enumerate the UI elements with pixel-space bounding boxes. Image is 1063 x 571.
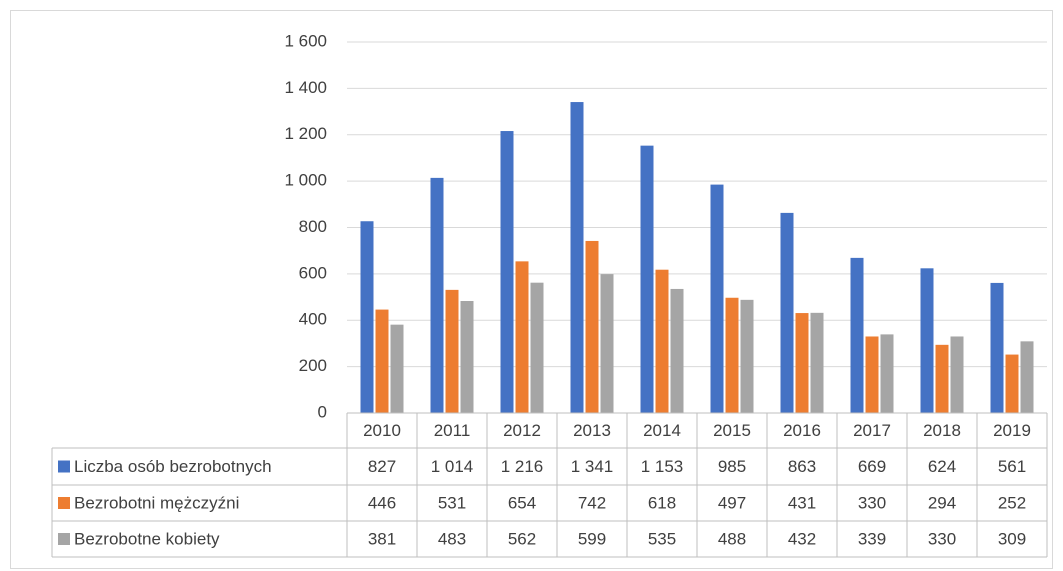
- table-cell: 863: [788, 457, 816, 476]
- y-tick-label: 800: [299, 217, 327, 236]
- bar: [445, 289, 459, 413]
- table-cell: 624: [928, 457, 956, 476]
- bar: [375, 309, 389, 413]
- bar: [935, 344, 949, 413]
- bar: [570, 102, 584, 413]
- table-cell: 742: [578, 493, 606, 512]
- bar: [740, 299, 754, 413]
- bar: [710, 184, 724, 413]
- table-cell: 446: [368, 493, 396, 512]
- y-tick-label: 0: [318, 402, 327, 421]
- table-cell: 1 153: [641, 457, 684, 476]
- bar: [430, 177, 444, 413]
- x-tick-label: 2015: [713, 421, 751, 440]
- bar: [360, 221, 374, 413]
- bar: [515, 261, 529, 413]
- x-tick-label: 2013: [573, 421, 611, 440]
- y-tick-label: 1 200: [284, 124, 327, 143]
- table-cell: 1 341: [571, 457, 614, 476]
- bar: [1020, 341, 1034, 413]
- bar: [990, 282, 1004, 413]
- bar: [655, 269, 669, 413]
- bar: [390, 324, 404, 413]
- x-tick-label: 2016: [783, 421, 821, 440]
- bar: [530, 282, 544, 413]
- table-cell: 561: [998, 457, 1026, 476]
- x-tick-label: 2011: [434, 421, 471, 440]
- table-cell: 339: [858, 529, 886, 548]
- legend-key: [58, 497, 70, 509]
- bar: [460, 301, 474, 413]
- table-cell: 330: [858, 493, 886, 512]
- x-tick-label: 2010: [363, 421, 401, 440]
- y-tick-label: 600: [299, 263, 327, 282]
- table-cell: 488: [718, 529, 746, 548]
- bar: [640, 145, 654, 413]
- x-tick-label: 2014: [643, 421, 681, 440]
- table-cell: 531: [438, 493, 466, 512]
- table-cell: 1 014: [431, 457, 474, 476]
- table-cell: 381: [368, 529, 396, 548]
- table-cell: 432: [788, 529, 816, 548]
- x-tick-label: 2019: [993, 421, 1031, 440]
- table-cell: 985: [718, 457, 746, 476]
- legend-label: Bezrobotne kobiety: [74, 529, 220, 548]
- table-cell: 669: [858, 457, 886, 476]
- table-cell: 827: [368, 457, 396, 476]
- bar: [670, 288, 684, 413]
- table-cell: 431: [788, 493, 816, 512]
- y-tick-label: 1 400: [284, 78, 327, 97]
- table-cell: 1 216: [501, 457, 544, 476]
- bar: [810, 312, 824, 413]
- bar: [780, 212, 794, 413]
- y-tick-label: 1 000: [284, 171, 327, 190]
- table-cell: 654: [508, 493, 536, 512]
- table-cell: 618: [648, 493, 676, 512]
- bar: [725, 297, 739, 413]
- bar: [865, 336, 879, 413]
- table-cell: 483: [438, 529, 466, 548]
- bar: [880, 334, 894, 413]
- y-tick-label: 400: [299, 310, 327, 329]
- legend-label: Liczba osób bezrobotnych: [74, 457, 272, 476]
- bar: [920, 268, 934, 413]
- table-cell: 535: [648, 529, 676, 548]
- bar: [585, 240, 599, 413]
- bar: [795, 313, 809, 413]
- bar: [500, 131, 514, 414]
- table-cell: 309: [998, 529, 1026, 548]
- bar: [1005, 354, 1019, 413]
- legend-key: [58, 460, 70, 473]
- table-cell: 294: [928, 493, 956, 512]
- x-tick-label: 2017: [853, 421, 891, 440]
- bar: [850, 257, 864, 413]
- y-tick-label: 1 600: [284, 31, 327, 50]
- bar: [950, 336, 964, 413]
- table-cell: 562: [508, 529, 536, 548]
- legend-label: Bezrobotni mężczyźni: [74, 493, 239, 512]
- bar: [600, 274, 614, 413]
- table-cell: 252: [998, 493, 1026, 512]
- x-tick-label: 2018: [923, 421, 961, 440]
- y-tick-label: 200: [299, 356, 327, 375]
- table-cell: 599: [578, 529, 606, 548]
- table-cell: 330: [928, 529, 956, 548]
- x-tick-label: 2012: [503, 421, 541, 440]
- table-cell: 497: [718, 493, 746, 512]
- legend-key: [58, 533, 70, 545]
